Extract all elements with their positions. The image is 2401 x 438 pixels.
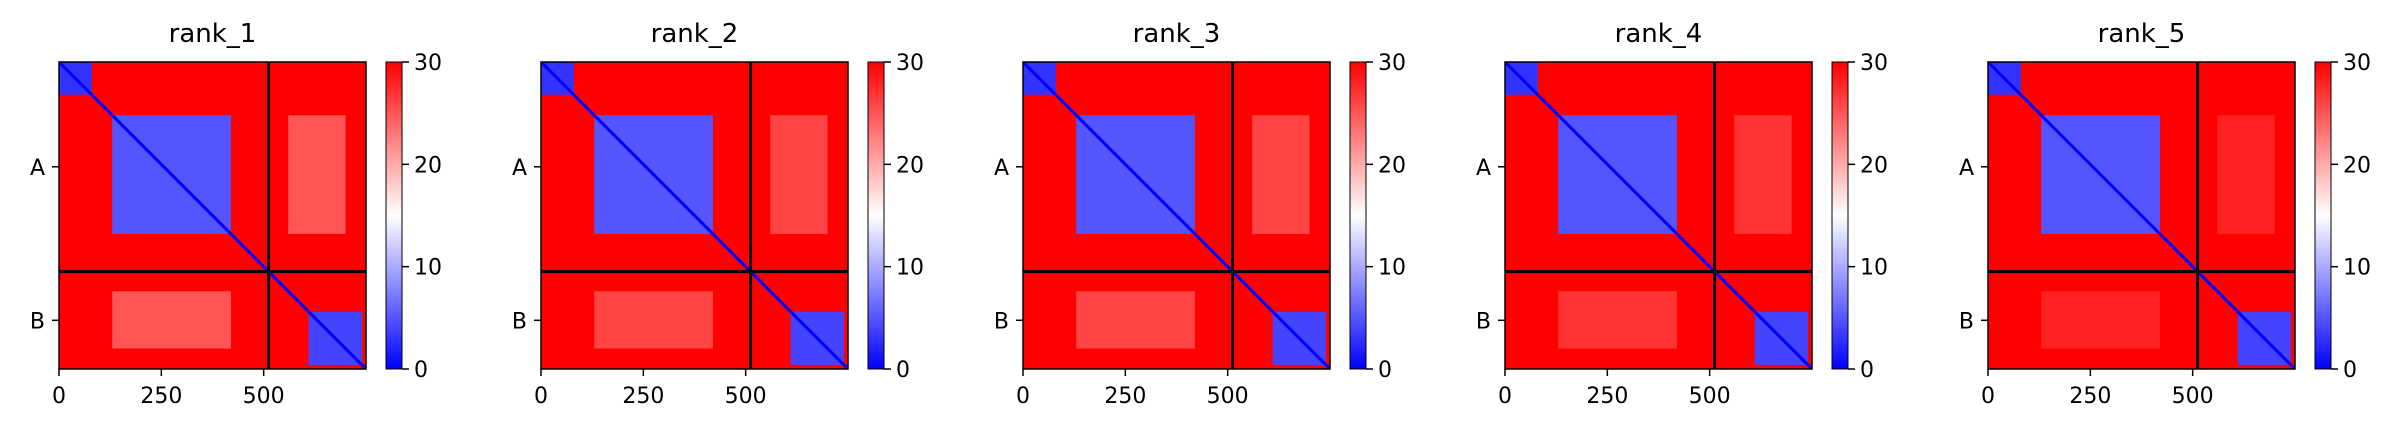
y-tick-label: B [994,309,1009,334]
heatmap-area [541,62,848,369]
heatmap-block [2041,291,2160,349]
axes-frame [1504,61,1813,370]
y-tick-label: B [30,309,45,334]
colorbar-tick-label: 0 [896,358,910,383]
x-tick-label: 250 [140,384,182,409]
colorbar [1831,61,1849,370]
colorbar [2314,61,2332,370]
heatmap-block [1558,291,1677,349]
x-tick-label: 0 [52,384,66,409]
heatmap-area [59,62,366,369]
heatmap-block [1252,115,1310,234]
heatmap-area [1023,62,1330,369]
heatmap-diagonal [541,62,848,369]
colorbar-tick-label: 10 [2343,256,2371,281]
heatmap-panel: rank_2 0 250 500 A B 0 10 20 30 [512,19,924,409]
colorbar-tick-label: 30 [1378,51,1406,76]
colorbar-tick-label: 30 [1860,51,1888,76]
heatmap-diagonal [59,62,366,369]
panel-title: rank_3 [1133,19,1221,49]
colorbar-tick-label: 20 [1378,153,1406,178]
colorbar [385,61,403,370]
heatmap-area [1505,62,1812,369]
colorbar-tick-label: 30 [2343,51,2371,76]
heatmap-diagonal [1505,62,1812,369]
y-tick-label: B [512,309,527,334]
axes-frame [540,61,849,370]
heatmap-area [1988,62,2295,369]
colorbar-tick-label: 10 [1378,256,1406,281]
x-tick-label: 500 [1689,384,1731,409]
colorbar-tick-label: 20 [1860,153,1888,178]
x-tick-label: 250 [1586,384,1628,409]
heatmap-block [594,291,713,349]
panel-title: rank_5 [2098,19,2186,49]
heatmap-panel: rank_5 0 250 500 A B 0 10 20 30 [1959,19,2371,409]
axes-frame [58,61,367,370]
heatmap-block [112,291,231,349]
y-tick-label: A [994,156,1009,181]
x-tick-label: 500 [725,384,767,409]
heatmap-block [2217,115,2275,234]
heatmap-block [770,115,828,234]
x-tick-label: 0 [1016,384,1030,409]
colorbar-tick-label: 20 [896,153,924,178]
x-tick-label: 250 [1104,384,1146,409]
colorbar-tick-label: 30 [896,51,924,76]
y-tick-label: B [1959,309,1974,334]
x-tick-label: 500 [243,384,285,409]
colorbar [867,61,885,370]
colorbar-tick-label: 0 [1378,358,1392,383]
heatmap-diagonal [1988,62,2295,369]
x-tick-label: 0 [1498,384,1512,409]
y-tick-label: A [30,156,45,181]
colorbar-tick-label: 10 [1860,256,1888,281]
colorbar-tick-label: 0 [414,358,428,383]
x-tick-label: 250 [2069,384,2111,409]
heatmap-block [1076,291,1195,349]
panel-title: rank_1 [169,19,257,49]
heatmap-panel: rank_3 0 250 500 A B 0 10 20 30 [994,19,1406,409]
axes-frame [1022,61,1331,370]
x-tick-label: 500 [2172,384,2214,409]
y-tick-label: A [1476,156,1491,181]
x-tick-label: 0 [534,384,548,409]
colorbar-tick-label: 0 [1860,358,1874,383]
x-tick-label: 250 [622,384,664,409]
axes-frame [1987,61,2296,370]
heatmap-panel: rank_1 0 250 500 A B 0 10 20 30 [30,19,442,409]
colorbar-tick-label: 10 [896,256,924,281]
heatmap-diagonal [1023,62,1330,369]
colorbar-tick-label: 20 [414,153,442,178]
heatmap-block [288,115,346,234]
colorbar-tick-label: 30 [414,51,442,76]
x-tick-label: 0 [1981,384,1995,409]
y-tick-label: A [512,156,527,181]
x-tick-label: 500 [1207,384,1249,409]
colorbar-tick-label: 0 [2343,358,2357,383]
y-tick-label: A [1959,156,1974,181]
colorbar [1349,61,1367,370]
colorbar-tick-label: 20 [2343,153,2371,178]
colorbar-tick-label: 10 [414,256,442,281]
heatmap-panel: rank_4 0 250 500 A B 0 10 20 30 [1476,19,1888,409]
heatmap-block [1734,115,1792,234]
panel-title: rank_2 [651,19,739,49]
panel-title: rank_4 [1615,19,1703,49]
y-tick-label: B [1476,309,1491,334]
